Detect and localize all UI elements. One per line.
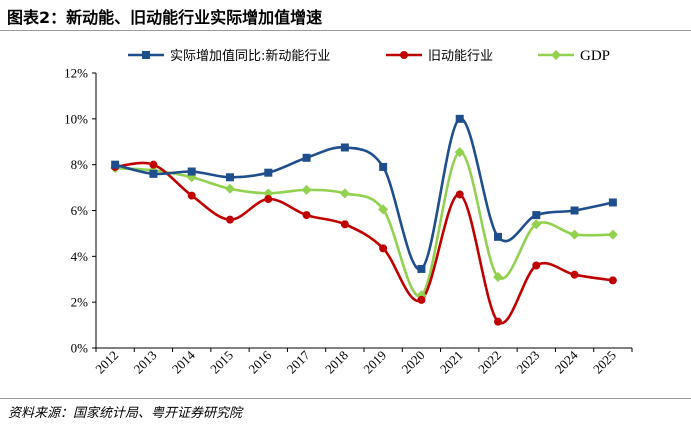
data-point-1 xyxy=(570,270,579,279)
data-point-0 xyxy=(494,232,502,241)
data-point-1 xyxy=(532,261,541,270)
chart-axes: 0% 2% 4% 6% 8% 10% 12% 2012 2013 2014 2015 2016 2017… xyxy=(64,66,633,377)
y-tick-label: 6% xyxy=(71,203,89,218)
data-point-0 xyxy=(226,173,234,182)
x-tick-label: 2017 xyxy=(284,347,313,376)
data-point-2 xyxy=(301,184,312,195)
title-divider xyxy=(0,30,691,31)
source-divider xyxy=(0,398,691,399)
y-tick-label: 10% xyxy=(64,111,88,126)
legend-label-2: GDP xyxy=(580,48,610,64)
data-point-1 xyxy=(340,220,349,229)
data-point-0 xyxy=(532,211,541,220)
data-point-0 xyxy=(111,160,120,169)
x-tick-label: 2020 xyxy=(399,348,428,377)
chart-legend: 实际增加值同比:新动能行业 旧动能行业 GDP xyxy=(128,48,610,64)
data-point-0 xyxy=(149,169,158,178)
chart-series-lines xyxy=(113,117,615,325)
data-point-1 xyxy=(608,276,617,285)
figure-title: 图表2：新动能、旧动能行业实际增加值增速 xyxy=(7,8,323,27)
x-tick-label: 2023 xyxy=(513,348,542,377)
data-point-0 xyxy=(302,153,311,162)
data-point-0 xyxy=(417,264,426,273)
legend-marker-0 xyxy=(142,51,150,59)
data-point-0 xyxy=(570,206,579,215)
data-point-0 xyxy=(379,162,388,171)
data-point-0 xyxy=(187,167,196,176)
x-tick-label: 2025 xyxy=(590,348,619,377)
x-tick-label: 2012 xyxy=(92,348,121,377)
x-tick-label: 2024 xyxy=(552,347,581,376)
x-tick-label: 2021 xyxy=(437,348,466,377)
data-point-1 xyxy=(149,160,158,169)
data-point-2 xyxy=(569,229,580,240)
series-line-1 xyxy=(113,161,615,325)
data-point-2 xyxy=(263,188,274,199)
legend-label-0: 实际增加值同比:新动能行业 xyxy=(170,48,330,64)
y-tick-label: 12% xyxy=(64,66,88,81)
x-tick-label: 2013 xyxy=(131,348,160,377)
data-point-1 xyxy=(264,195,273,204)
data-point-1 xyxy=(187,191,196,200)
legend-label-1: 旧动能行业 xyxy=(428,49,493,64)
data-point-2 xyxy=(339,188,350,199)
x-tick-label: 2015 xyxy=(207,348,236,377)
data-point-0 xyxy=(608,198,617,207)
series-line-0 xyxy=(113,117,615,271)
data-point-1 xyxy=(494,317,502,326)
chart-series-markers xyxy=(110,114,618,326)
x-tick-label: 2018 xyxy=(322,348,351,377)
data-point-2 xyxy=(607,229,618,240)
x-tick-label: 2014 xyxy=(169,347,198,376)
data-point-2 xyxy=(454,147,465,158)
data-point-1 xyxy=(455,190,464,199)
data-point-2 xyxy=(378,204,389,215)
data-point-2 xyxy=(531,219,542,230)
legend-marker-1 xyxy=(400,51,408,59)
data-point-1 xyxy=(302,211,311,220)
y-tick-label: 2% xyxy=(71,295,89,310)
x-tick-label: 2022 xyxy=(475,348,504,377)
data-point-1 xyxy=(379,244,388,253)
y-tick-label: 8% xyxy=(71,157,89,172)
y-tick-label: 0% xyxy=(71,341,89,356)
data-point-2 xyxy=(225,183,235,194)
data-point-0 xyxy=(340,143,349,152)
data-point-1 xyxy=(417,295,426,304)
data-point-0 xyxy=(264,168,273,177)
x-tick-label: 2016 xyxy=(245,347,274,376)
data-point-2 xyxy=(493,271,503,282)
legend-marker-2 xyxy=(551,50,561,60)
source-note: 资料来源：国家统计局、粤开证券研究院 xyxy=(8,406,243,421)
x-tick-label: 2019 xyxy=(360,348,389,377)
data-point-0 xyxy=(455,114,464,123)
series-line-2 xyxy=(113,150,615,298)
y-tick-label: 4% xyxy=(71,249,89,264)
data-point-1 xyxy=(226,215,234,224)
